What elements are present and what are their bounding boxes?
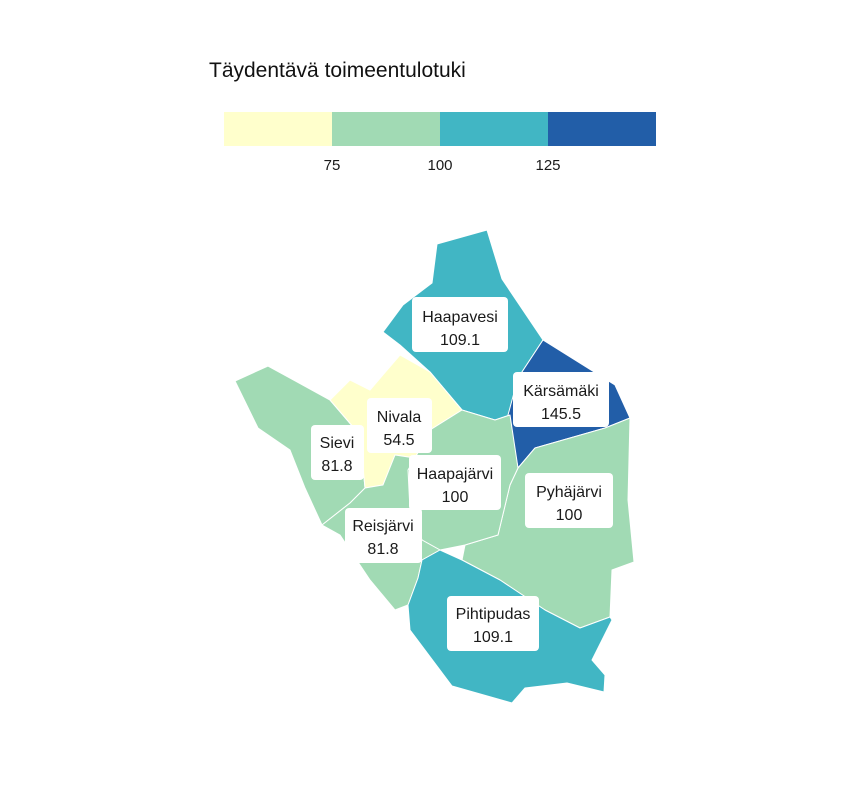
label-haapavesi-name: Haapavesi [422, 309, 498, 326]
label-pyhajarvi-name: Pyhäjärvi [536, 484, 602, 501]
label-pihtipudas: Pihtipudas 109.1 [447, 596, 539, 651]
label-haapavesi-value: 109.1 [440, 332, 480, 349]
legend-swatch-1 [224, 112, 332, 146]
label-sievi: Sievi 81.8 [311, 425, 364, 480]
legend: Täydentävä toimeentulotuki 75 100 125 [209, 59, 656, 174]
label-pyhajarvi-value: 100 [556, 507, 583, 524]
label-reisjarvi-name: Reisjärvi [352, 518, 413, 535]
label-pihtipudas-value: 109.1 [473, 629, 513, 646]
label-haapajarvi-value: 100 [442, 489, 469, 506]
label-reisjarvi: Reisjärvi 81.8 [345, 508, 422, 563]
label-karsamaki-name: Kärsämäki [523, 383, 599, 400]
legend-tick-75: 75 [324, 157, 341, 174]
label-pyhajarvi: Pyhäjärvi 100 [525, 473, 613, 528]
label-karsamaki-value: 145.5 [541, 406, 581, 423]
label-haapajarvi-name: Haapajärvi [417, 466, 493, 483]
legend-swatch-2 [332, 112, 440, 146]
label-nivala-value: 54.5 [383, 432, 414, 449]
label-karsamaki: Kärsämäki 145.5 [513, 372, 609, 427]
label-sievi-name: Sievi [320, 435, 355, 452]
legend-swatch-4 [548, 112, 656, 146]
label-nivala: Nivala 54.5 [367, 398, 432, 453]
label-pihtipudas-name: Pihtipudas [456, 606, 531, 623]
label-nivala-name: Nivala [377, 409, 422, 426]
label-reisjarvi-value: 81.8 [367, 541, 398, 558]
label-haapajarvi: Haapajärvi 100 [409, 455, 501, 510]
legend-swatch-3 [440, 112, 548, 146]
label-sievi-value: 81.8 [321, 458, 352, 475]
legend-tick-125: 125 [535, 157, 560, 174]
region-labels: Haapavesi 109.1 Kärsämäki 145.5 Nivala 5… [311, 297, 613, 651]
legend-title: Täydentävä toimeentulotuki [209, 59, 466, 82]
legend-tick-100: 100 [427, 157, 452, 174]
label-haapavesi: Haapavesi 109.1 [412, 297, 508, 352]
